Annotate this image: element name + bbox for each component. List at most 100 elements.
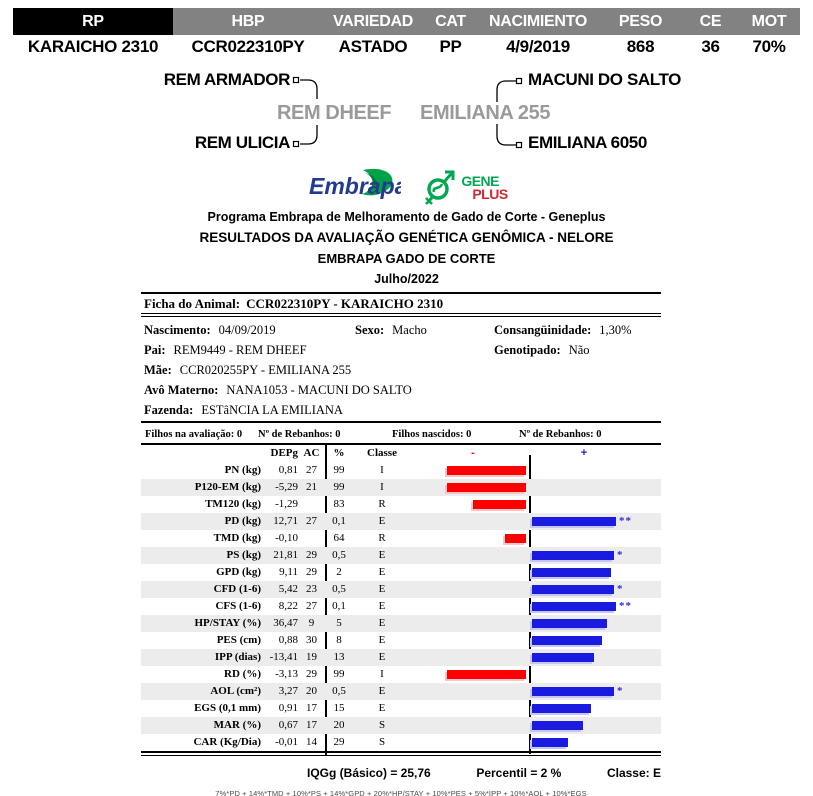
ac-value: 17 [306, 701, 317, 714]
classe-value: I [380, 667, 384, 680]
percentile-value: 13 [333, 650, 345, 663]
depg-value: -0,10 [275, 531, 298, 544]
percentile-bar [532, 686, 614, 696]
depg-value: 3,27 [278, 684, 298, 697]
classe-value: E [378, 514, 386, 527]
classe-value: R [378, 497, 386, 510]
ac-value [298, 496, 325, 513]
ac-value: 27 [306, 599, 317, 612]
header-ce: CE [683, 8, 738, 35]
classe-value: E [378, 650, 386, 663]
percentile-bar [532, 720, 583, 730]
header-nacimiento: NACIMIENTO [478, 8, 598, 35]
label-col-header [141, 445, 268, 462]
index-summary-row: IQGg (Básico) = 25,76 Percentil = 2 % Cl… [141, 766, 661, 780]
classe-value: E [378, 701, 386, 714]
dep-table-row: EGS (0,1 mm) 0,91 17 15 E [141, 700, 661, 717]
percentile-value: 0,1 [332, 599, 346, 612]
pedigree-dam-sire: MACUNI DO SALTO [528, 70, 681, 89]
significance-stars: ** [619, 514, 632, 527]
positive-side-header: + [580, 446, 588, 459]
pedigree-sire: REM DHEEF [277, 102, 392, 124]
depg-value: 8,22 [278, 599, 298, 612]
geneplus-gene-text: GENE [461, 172, 500, 189]
percentile-bar [447, 482, 526, 492]
percentile-bar [532, 635, 602, 645]
dep-table-row: CFS (1-6) 8,22 27 0,1 E ** [141, 598, 661, 615]
percentile-bar [532, 601, 616, 611]
dep-table-row: CFD (1-6) 5,42 23 0,5 E * [141, 580, 661, 598]
percentile-bar [505, 533, 526, 543]
trait-label: TMD (kg) [213, 531, 261, 544]
dep-table-row: TM120 (kg) -1,29 83 R [141, 496, 661, 513]
percentile-value: 8 [336, 633, 342, 646]
classe-value: E [378, 548, 386, 561]
header-values-row: KARAICHO 2310 CCR022310PY ASTADO PP 4/9/… [13, 35, 800, 59]
divider [141, 754, 661, 756]
pct-col-header: % [333, 446, 345, 459]
consanguinidade-label: Consangüinidade: [494, 322, 592, 337]
classe-value: E [378, 684, 386, 697]
trait-label: EGS (0,1 mm) [194, 701, 261, 714]
trait-label: TM120 (kg) [205, 497, 261, 510]
percentile-bar [532, 584, 614, 594]
ac-value: 29 [306, 548, 317, 561]
trait-label: MAR (%) [213, 718, 261, 731]
dep-table: DEPg AC % Classe - + PN (kg) 0,81 27 99 … [141, 444, 661, 756]
classe-value: I [380, 480, 384, 493]
value-cat: PP [423, 35, 478, 59]
trait-label: PS (kg) [226, 548, 261, 561]
ac-value: 20 [306, 684, 317, 697]
header-peso: PESO [598, 8, 683, 35]
percentile-value: 0,5 [332, 548, 346, 561]
classe-value: E [378, 582, 386, 595]
dep-table-row: CAR (Kg/Dia) -0,01 14 29 S [141, 734, 661, 751]
nascimento-label: Nascimento: [144, 322, 211, 337]
ac-value: 21 [306, 480, 317, 493]
rebanhos-1: Nº de Rebanhos: 0 [258, 428, 341, 440]
percentile-bar [473, 499, 526, 509]
classe-value: I [380, 463, 384, 476]
sexo-value: Macho [392, 322, 427, 337]
consanguinidade-value: 1,30% [599, 322, 632, 337]
geneplus-gender-icon [425, 170, 455, 205]
avo-materno-value: NANA1053 - MACUNI DO SALTO [226, 382, 412, 397]
header-hbp: HBP [173, 8, 323, 35]
genotipado-label: Genotipado: [494, 342, 561, 357]
depg-value: 36,47 [273, 616, 298, 629]
percentile-value: 2 [336, 565, 342, 578]
depg-value: -3,13 [275, 667, 298, 680]
trait-label: HP/STAY (%) [194, 616, 261, 629]
percentile-bar [532, 703, 591, 713]
header-cat: CAT [423, 8, 478, 35]
geneplus-logo: GENE PLUS [421, 168, 508, 208]
dep-table-row: PN (kg) 0,81 27 99 I [141, 462, 661, 479]
percentile-bar [532, 516, 616, 526]
trait-label: P120-EM (kg) [194, 480, 261, 493]
depg-value: 0,81 [278, 463, 298, 476]
pedigree-diagram: REM ARMADOR REM DHEEF REM ULICIA MACUNI … [0, 62, 813, 162]
value-hbp: CCR022310PY [173, 35, 323, 59]
depg-value: 0,67 [278, 718, 298, 731]
percentile-bar [532, 618, 607, 628]
ac-value: 29 [306, 565, 317, 578]
trait-label: GPD (kg) [216, 565, 261, 578]
divider [141, 315, 661, 317]
percentile-value: 0,1 [332, 514, 346, 527]
dep-table-row: GPD (kg) 9,11 29 2 E [141, 564, 661, 581]
chart-axis-line [529, 454, 531, 754]
dep-table-row: IPP (dias) -13,41 19 13 E [141, 648, 661, 666]
depg-value: 0,91 [278, 701, 298, 714]
dep-table-row: RD (%) -3,13 29 99 I [141, 666, 661, 683]
filhos-nascidos: Filhos nascidos: 0 [392, 428, 472, 440]
dep-table-row: PS (kg) 21,81 29 0,5 E * [141, 546, 661, 564]
classe-final-value: Classe: E [606, 765, 661, 780]
trait-label: IPP (dias) [214, 650, 261, 663]
ficha-title-label: Ficha do Animal: [144, 296, 241, 311]
ac-col-header: AC [303, 446, 320, 459]
percentil-value: Percentil = 2 % [476, 765, 562, 780]
dep-table-row: MAR (%) 0,67 17 20 S [141, 716, 661, 734]
geneplus-wordmark: GENE PLUS [461, 172, 508, 201]
percentile-value: 0,5 [332, 582, 346, 595]
